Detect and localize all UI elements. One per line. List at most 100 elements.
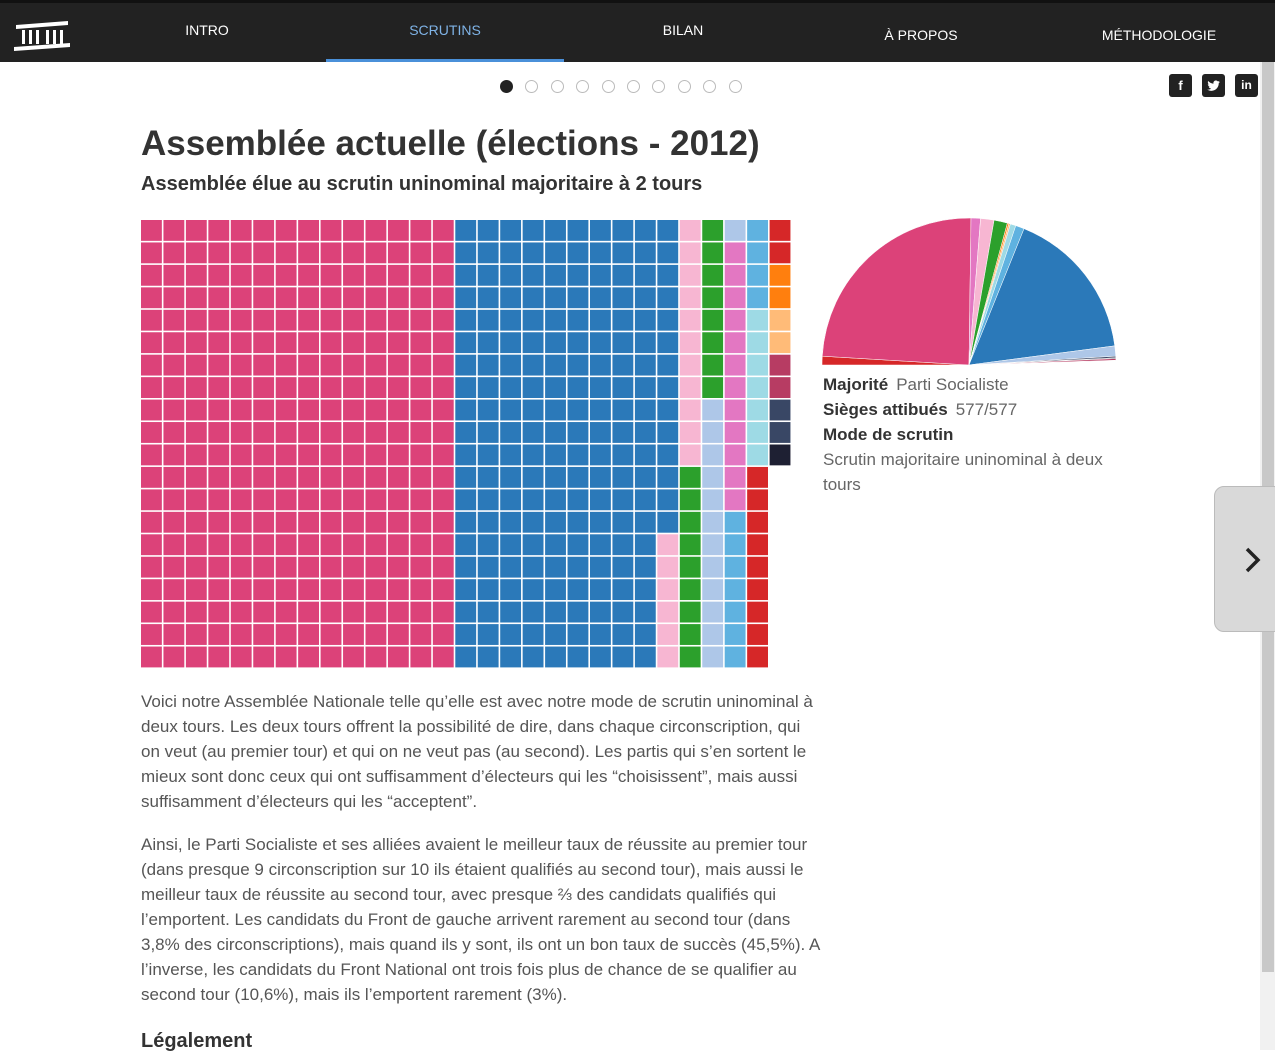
seat-cell [747, 601, 768, 623]
pagination-dot[interactable] [703, 80, 717, 93]
seat-cell [612, 377, 634, 398]
seat-cell [455, 466, 477, 488]
pagination-dot[interactable] [500, 80, 513, 93]
seat-cell [477, 556, 499, 578]
seat-cell [208, 444, 230, 466]
seat-cell [634, 332, 656, 354]
nav-scrutins[interactable]: SCRUTINS [409, 22, 481, 38]
seat-cell [365, 220, 387, 241]
seat-cell [477, 601, 499, 623]
seat-cell [365, 242, 387, 264]
parliament-icon[interactable] [14, 17, 70, 51]
seat-cell [432, 220, 454, 241]
majority-row: Majorité Parti Socialiste [823, 372, 1103, 397]
seat-cell [410, 556, 432, 578]
pagination-dot[interactable] [525, 80, 539, 93]
pagination-dot[interactable] [677, 80, 691, 93]
linkedin-icon[interactable]: in [1235, 74, 1258, 97]
seat-cell [612, 220, 634, 241]
seat-cell [747, 242, 768, 264]
seat-cell [590, 534, 611, 556]
seat-cell [365, 646, 387, 668]
seat-cell [477, 309, 499, 331]
nav-bilan[interactable]: BILAN [662, 22, 704, 38]
seat-cell [500, 422, 522, 443]
seat-cell [500, 377, 522, 398]
seat-cell [141, 444, 162, 466]
seat-cell [657, 579, 679, 601]
seat-cell [141, 534, 162, 556]
seat-cell [298, 489, 319, 511]
seat-cell [320, 309, 342, 331]
next-slide-button[interactable] [1214, 486, 1275, 632]
seat-cell [320, 511, 342, 533]
seat-cell [747, 444, 768, 466]
seat-cell [634, 377, 656, 398]
facebook-icon[interactable]: f [1169, 74, 1192, 97]
seat-cell [387, 444, 409, 466]
seat-cell [747, 511, 768, 533]
seat-cell [747, 489, 768, 511]
pagination-dot[interactable] [576, 80, 590, 93]
pagination-dot[interactable] [728, 80, 742, 93]
seat-cell [657, 264, 679, 286]
seat-cell [769, 309, 791, 331]
seat-cell [141, 556, 162, 578]
nav-a-propos[interactable]: À PROPOS [884, 27, 958, 43]
nav-intro[interactable]: INTRO [185, 22, 229, 38]
seat-cell [163, 556, 185, 578]
seat-cell [230, 332, 252, 354]
seat-cell [230, 287, 252, 309]
seat-cell [477, 579, 499, 601]
seat-cell [185, 422, 207, 443]
pie-slice [968, 228, 1116, 366]
seat-cell [432, 399, 454, 421]
seat-cell [163, 220, 185, 241]
page-title: Assemblée actuelle (élections - 2012) [141, 124, 760, 163]
seat-cell [365, 332, 387, 354]
mode-value: Scrutin majoritaire uninominal à deux to… [823, 450, 1103, 494]
seat-cell [769, 287, 791, 309]
seat-cell [432, 422, 454, 443]
twitter-icon[interactable] [1202, 74, 1225, 97]
pagination-dot[interactable] [601, 80, 615, 93]
seat-cell [365, 511, 387, 533]
seat-cell [298, 287, 319, 309]
seat-cell [657, 466, 679, 488]
seat-cell [432, 624, 454, 645]
seat-cell [702, 489, 724, 511]
top-nav: INTRO SCRUTINS BILAN À PROPOS MÉTHODOLOG… [0, 0, 1275, 62]
seat-cell [275, 556, 297, 578]
pagination-dot[interactable] [550, 80, 564, 93]
seat-cell [253, 287, 275, 309]
seat-cell [724, 399, 746, 421]
seat-cell [432, 309, 454, 331]
seat-cell [455, 399, 477, 421]
seat-cell [230, 534, 252, 556]
seat-cell [320, 556, 342, 578]
seat-cell [432, 556, 454, 578]
seat-cell [590, 332, 611, 354]
seat-cell [343, 220, 364, 241]
seat-cell [185, 466, 207, 488]
seat-cell [747, 579, 768, 601]
seat-cell [387, 624, 409, 645]
seat-cell [230, 309, 252, 331]
seat-cell [320, 601, 342, 623]
pagination-dot[interactable] [652, 80, 666, 93]
seat-cell [702, 466, 724, 488]
seat-cell [522, 377, 544, 398]
seat-cell [679, 534, 701, 556]
seat-cell [567, 556, 589, 578]
seat-cell [500, 220, 522, 241]
seat-cell [343, 489, 364, 511]
seat-cell [275, 287, 297, 309]
seat-cell [477, 466, 499, 488]
seat-cell [343, 466, 364, 488]
seat-cell [208, 264, 230, 286]
nav-methodologie[interactable]: MÉTHODOLOGIE [1101, 27, 1217, 43]
seat-cell [724, 354, 746, 376]
seat-cell [298, 309, 319, 331]
seat-cell [275, 332, 297, 354]
pagination-dot[interactable] [627, 80, 640, 93]
